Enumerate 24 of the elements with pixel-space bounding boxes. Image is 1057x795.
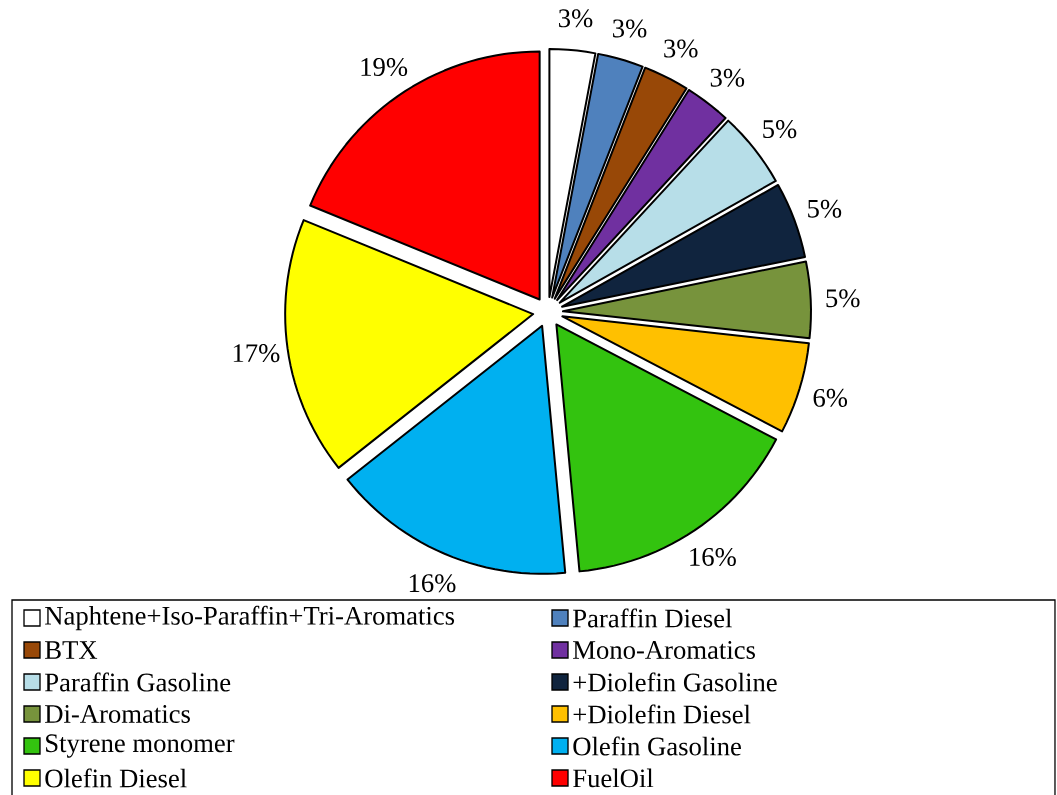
- legend-label: Paraffin Diesel: [573, 608, 732, 628]
- legend-label: Di-Aromatics: [45, 705, 190, 723]
- data-label: 19%: [361, 58, 408, 77]
- legend-label: Olefin Diesel: [45, 768, 187, 788]
- data-label: 5%: [826, 289, 860, 308]
- data-label: 6%: [813, 388, 848, 407]
- data-label: 16%: [690, 547, 736, 566]
- data-label: 17%: [233, 344, 280, 363]
- legend-label: +Diolefin Diesel: [573, 704, 751, 724]
- legend-label: Styrene monomer: [46, 734, 235, 758]
- data-label: 16%: [409, 574, 456, 593]
- legend-label: Mono-Aromatics: [573, 641, 755, 659]
- data-label: 3%: [613, 19, 647, 38]
- legend-label: BTX: [45, 641, 98, 659]
- legend-label: Olefin Gasoline: [573, 736, 741, 756]
- legend-label: FuelOil: [573, 768, 654, 788]
- data-label: 5%: [808, 199, 842, 218]
- data-label: 3%: [710, 68, 745, 87]
- data-label: 3%: [559, 9, 593, 28]
- data-label: 5%: [763, 120, 797, 139]
- legend-label: Naphtene+Iso-Paraffin+Tri-Aromatics: [45, 605, 455, 631]
- legend-label: Paraffin Gasoline: [45, 672, 231, 692]
- legend-label: +Diolefin Gasoline: [573, 672, 777, 692]
- data-label: 3%: [664, 39, 698, 58]
